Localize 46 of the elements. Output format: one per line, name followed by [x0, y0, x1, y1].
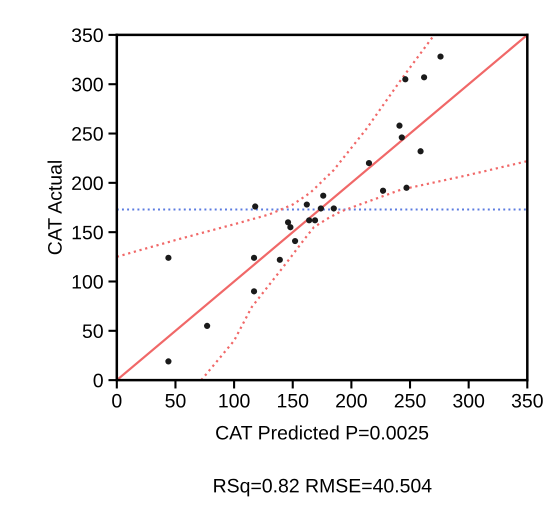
x-tick-label: 150 — [278, 394, 308, 408]
point — [420, 74, 428, 80]
x-tick-label: 250 — [394, 394, 426, 408]
y-tick-label: 150 — [72, 226, 103, 240]
text: RSq=0.82 RMSE=40.504 — [214, 478, 432, 496]
x-tick-label: 50 — [165, 394, 186, 408]
point — [250, 288, 258, 294]
point — [403, 184, 410, 191]
point — [402, 76, 408, 82]
y-axis-title: CAT Actual — [47, 161, 62, 254]
line-series — [116, 34, 435, 258]
x-tick-label: 350 — [512, 394, 543, 408]
y-tick-label: 350 — [72, 28, 103, 42]
y-tick-label: 250 — [72, 126, 103, 141]
point — [306, 217, 312, 224]
point — [304, 201, 310, 208]
point — [318, 205, 324, 212]
y-tick-label: 0 — [94, 374, 103, 388]
y-tick-label: 100 — [72, 274, 103, 289]
point — [284, 219, 292, 226]
point — [366, 160, 372, 166]
point — [330, 205, 337, 212]
point — [276, 256, 283, 263]
point — [417, 148, 424, 154]
x-tick-label: 300 — [453, 394, 484, 408]
line-series — [200, 160, 528, 380]
point — [396, 122, 403, 129]
point — [165, 358, 172, 364]
point — [250, 254, 258, 261]
y-tick-label: 50 — [82, 324, 103, 338]
y-tick-label: 200 — [72, 176, 103, 190]
point — [398, 134, 405, 141]
point — [252, 203, 258, 210]
y-tick-label: 300 — [72, 78, 103, 92]
x-tick-label: 200 — [336, 394, 367, 408]
x-tick-label: 0 — [112, 394, 122, 408]
point — [287, 224, 294, 230]
point — [380, 188, 386, 194]
point — [204, 322, 210, 329]
point — [312, 217, 318, 224]
point — [292, 238, 298, 244]
point — [437, 53, 444, 60]
x-tick-label: 100 — [219, 394, 250, 408]
point — [165, 254, 172, 261]
x-axis-title: CAT Predicted P=0.0025 — [216, 425, 428, 440]
point — [320, 192, 326, 199]
